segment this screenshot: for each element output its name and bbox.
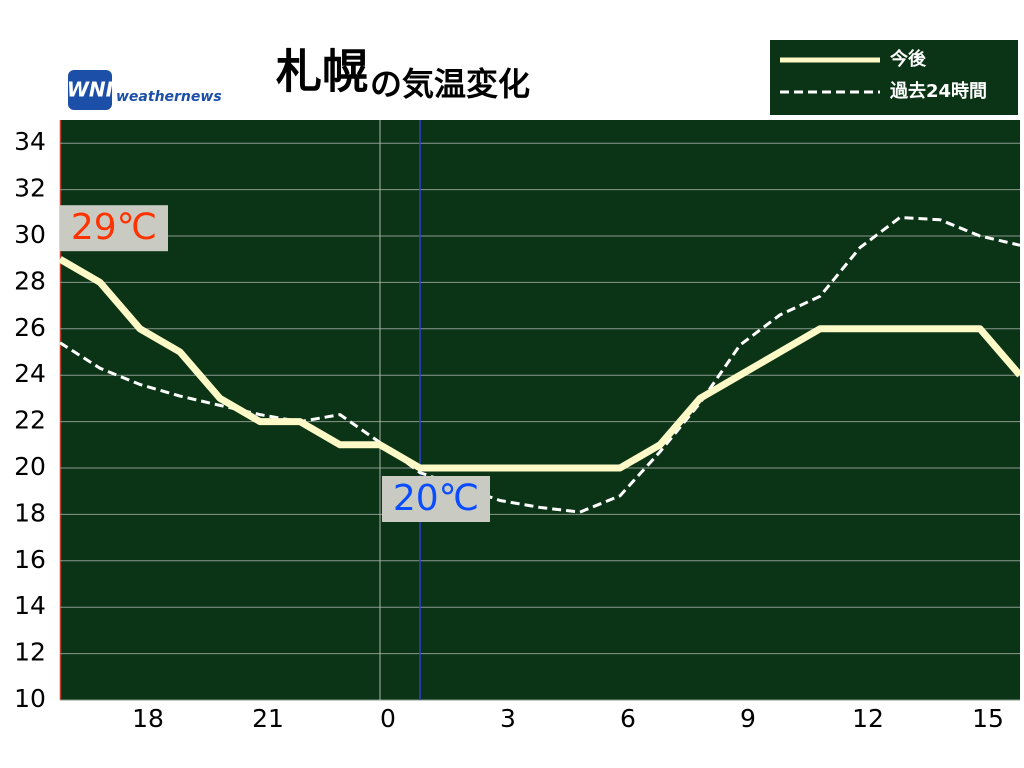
legend-label: 過去24時間 xyxy=(890,80,987,102)
legend-box xyxy=(770,40,1018,115)
y-tick-label: 14 xyxy=(14,591,46,620)
y-tick-label: 20 xyxy=(14,452,46,481)
annotation: 20℃ xyxy=(382,476,490,522)
logo: WNI weathernews xyxy=(67,70,222,110)
x-tick-label: 21 xyxy=(252,704,284,733)
annotation-label: 29℃ xyxy=(71,207,157,248)
plot-area xyxy=(60,120,1020,700)
series-line xyxy=(59,215,1021,514)
x-tick-label: 6 xyxy=(620,704,636,733)
y-tick-label: 12 xyxy=(14,638,46,667)
x-tick-label: 15 xyxy=(972,704,1004,733)
y-tick-label: 30 xyxy=(14,220,46,249)
chart-subtitle: の気温変化 xyxy=(370,65,530,103)
annotation: 29℃ xyxy=(60,205,168,252)
annotation-box xyxy=(60,205,168,252)
y-tick-label: 10 xyxy=(14,684,46,713)
annotation-label: 20℃ xyxy=(393,478,479,519)
y-tick-label: 18 xyxy=(14,498,46,527)
legend-label: 今後 xyxy=(890,48,927,70)
x-tick-label: 18 xyxy=(132,704,164,733)
chart-title: 札幌 xyxy=(276,45,368,99)
y-tick-label: 26 xyxy=(14,313,46,342)
y-tick-label: 22 xyxy=(14,406,46,435)
logo-text: WNI xyxy=(67,78,114,102)
y-tick-label: 28 xyxy=(14,266,46,295)
y-tick-label: 16 xyxy=(14,545,46,574)
y-tick-label: 24 xyxy=(14,359,46,388)
brand: weathernews xyxy=(116,89,222,105)
logo-badge xyxy=(68,70,112,110)
x-tick-label: 9 xyxy=(740,704,756,733)
x-tick-label: 12 xyxy=(852,704,884,733)
x-tick-label: 0 xyxy=(380,704,396,733)
y-tick-label: 32 xyxy=(14,174,46,203)
annotation-box xyxy=(382,476,490,522)
y-tick-label: 34 xyxy=(14,127,46,156)
series-line xyxy=(58,256,1023,472)
x-tick-label: 3 xyxy=(500,704,516,733)
